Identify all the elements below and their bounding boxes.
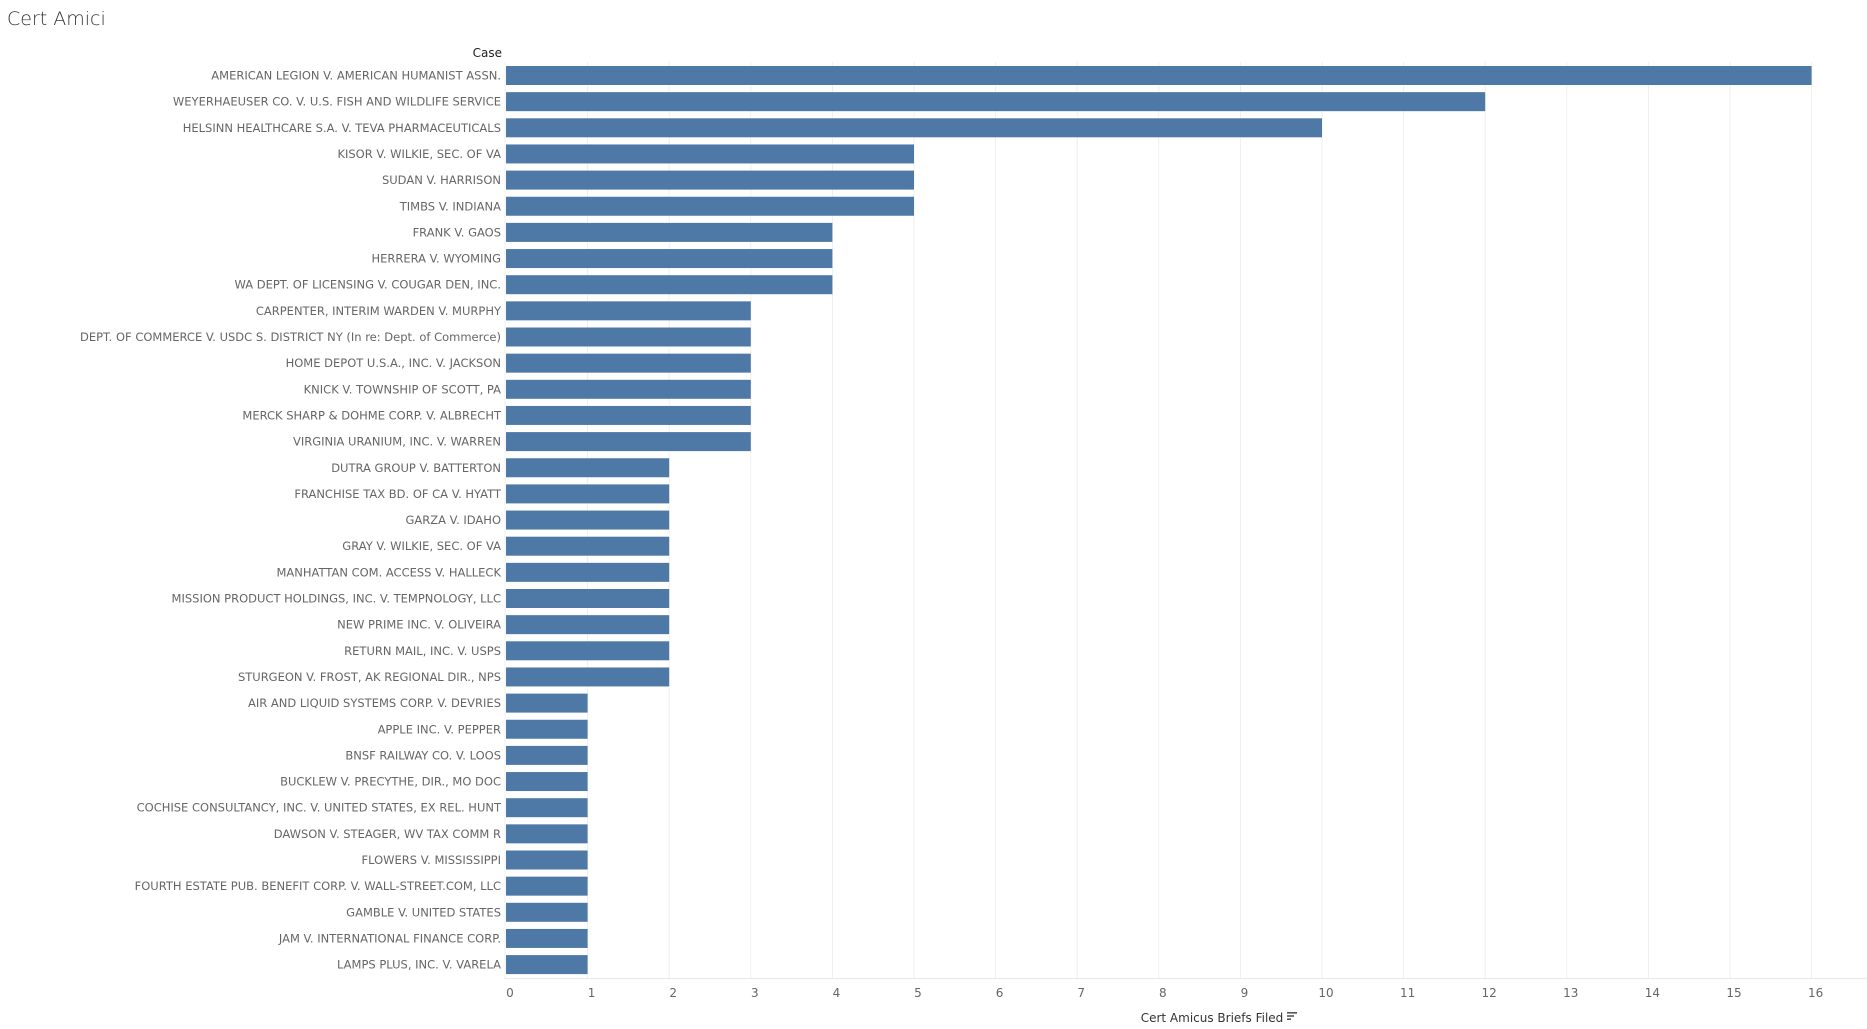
category-label[interactable]: WA DEPT. OF LICENSING V. COUGAR DEN, INC… [234,278,501,292]
category-label[interactable]: COCHISE CONSULTANCY, INC. V. UNITED STAT… [137,801,502,815]
bar[interactable] [506,876,588,896]
bar[interactable] [506,510,670,530]
bar[interactable] [506,798,588,818]
category-label[interactable]: WEYERHAEUSER CO. V. U.S. FISH AND WILDLI… [173,95,501,109]
bar[interactable] [506,902,588,922]
bar[interactable] [506,667,670,687]
bar[interactable] [506,562,670,582]
bar[interactable] [506,222,833,242]
x-tick-label: 2 [669,986,677,1000]
x-tick-label: 1 [588,986,596,1000]
x-tick-label: 5 [914,986,922,1000]
bar[interactable] [506,92,1486,112]
category-label[interactable]: VIRGINIA URANIUM, INC. V. WARREN [293,435,501,449]
category-label[interactable]: AIR AND LIQUID SYSTEMS CORP. V. DEVRIES [248,696,501,710]
bar[interactable] [506,379,751,399]
bar[interactable] [506,196,914,216]
bar[interactable] [506,144,914,164]
x-tick-label: 15 [1726,986,1741,1000]
bar[interactable] [506,955,588,975]
category-label[interactable]: HOME DEPOT U.S.A., INC. V. JACKSON [286,356,501,370]
x-tick-label: 3 [751,986,759,1000]
bar[interactable] [506,589,670,608]
bar[interactable] [506,719,588,739]
category-label[interactable]: GAMBLE V. UNITED STATES [346,905,501,919]
category-label[interactable]: HELSINN HEALTHCARE S.A. V. TEVA PHARMACE… [183,121,501,135]
bar[interactable] [506,66,1812,85]
x-tick-label: 14 [1645,986,1660,1000]
category-label[interactable]: NEW PRIME INC. V. OLIVEIRA [337,618,501,632]
category-label[interactable]: APPLE INC. V. PEPPER [378,722,501,736]
bar[interactable] [506,536,670,556]
x-tick-label: 16 [1808,986,1823,1000]
category-label[interactable]: MANHATTAN COM. ACCESS V. HALLECK [276,565,501,579]
category-label[interactable]: AMERICAN LEGION V. AMERICAN HUMANIST ASS… [211,69,501,83]
sort-bar [1287,1012,1297,1014]
x-tick-label: 13 [1563,986,1578,1000]
bar[interactable] [506,249,833,269]
bar[interactable] [506,458,670,478]
x-tick-label: 7 [1077,986,1085,1000]
category-label[interactable]: SUDAN V. HARRISON [382,173,501,187]
bar[interactable] [506,432,751,452]
y-axis-header[interactable]: Case [472,46,502,60]
x-tick-label: 4 [833,986,841,1000]
category-label[interactable]: BUCKLEW V. PRECYTHE, DIR., MO DOC [280,775,501,789]
bar[interactable] [506,772,588,792]
bar[interactable] [506,745,588,765]
x-tick-label: 6 [996,986,1004,1000]
bar[interactable] [506,850,588,870]
bar[interactable] [506,928,588,948]
category-label[interactable]: BNSF RAILWAY CO. V. LOOS [345,748,501,762]
x-tick-label: 9 [1241,986,1249,1000]
category-label[interactable]: JAM V. INTERNATIONAL FINANCE CORP. [278,931,501,945]
category-label[interactable]: MERCK SHARP & DOHME CORP. V. ALBRECHT [242,408,502,422]
category-label[interactable]: DAWSON V. STEAGER, WV TAX COMM R [274,827,501,841]
category-label[interactable]: STURGEON V. FROST, AK REGIONAL DIR., NPS [238,670,501,684]
bar[interactable] [506,118,1322,138]
bar[interactable] [506,405,751,425]
bar[interactable] [506,353,751,373]
category-label[interactable]: RETURN MAIL, INC. V. USPS [344,644,501,658]
category-label[interactable]: FOURTH ESTATE PUB. BENEFIT CORP. V. WALL… [135,879,501,893]
bar[interactable] [506,327,751,347]
category-label[interactable]: CARPENTER, INTERIM WARDEN V. MURPHY [256,304,502,318]
bar[interactable] [506,641,670,661]
x-tick-label: 8 [1159,986,1167,1000]
category-label[interactable]: FRANCHISE TAX BD. OF CA V. HYATT [294,487,502,501]
sort-bar [1287,1015,1294,1017]
x-tick-label: 11 [1400,986,1415,1000]
category-label[interactable]: GRAY V. WILKIE, SEC. OF VA [342,539,501,553]
bar[interactable] [506,824,588,844]
category-label[interactable]: DEPT. OF COMMERCE V. USDC S. DISTRICT NY… [80,330,501,344]
bar[interactable] [506,301,751,321]
x-tick-label: 0 [506,986,514,1000]
sort-bar [1287,1018,1291,1020]
category-label[interactable]: FLOWERS V. MISSISSIPPI [362,853,502,867]
category-label[interactable]: FRANK V. GAOS [413,225,501,239]
chart-title: Cert Amici [7,8,106,30]
bar[interactable] [506,275,833,295]
category-label[interactable]: HERRERA V. WYOMING [371,252,501,266]
bar[interactable] [506,615,670,635]
category-label[interactable]: MISSION PRODUCT HOLDINGS, INC. V. TEMPNO… [172,592,501,606]
x-tick-label: 10 [1318,986,1333,1000]
category-label[interactable]: LAMPS PLUS, INC. V. VARELA [337,958,501,972]
x-tick-label: 12 [1482,986,1497,1000]
category-label[interactable]: TIMBS V. INDIANA [399,199,501,213]
x-axis-title[interactable]: Cert Amicus Briefs Filed [1141,1011,1284,1025]
bar[interactable] [506,170,914,190]
category-label[interactable]: KNICK V. TOWNSHIP OF SCOTT, PA [304,382,501,396]
category-label[interactable]: GARZA V. IDAHO [406,513,501,527]
bar[interactable] [506,693,588,713]
category-label[interactable]: KISOR V. WILKIE, SEC. OF VA [337,147,501,161]
sort-descending-icon[interactable] [1287,1012,1297,1020]
category-label[interactable]: DUTRA GROUP V. BATTERTON [331,461,501,475]
bar[interactable] [506,484,670,504]
